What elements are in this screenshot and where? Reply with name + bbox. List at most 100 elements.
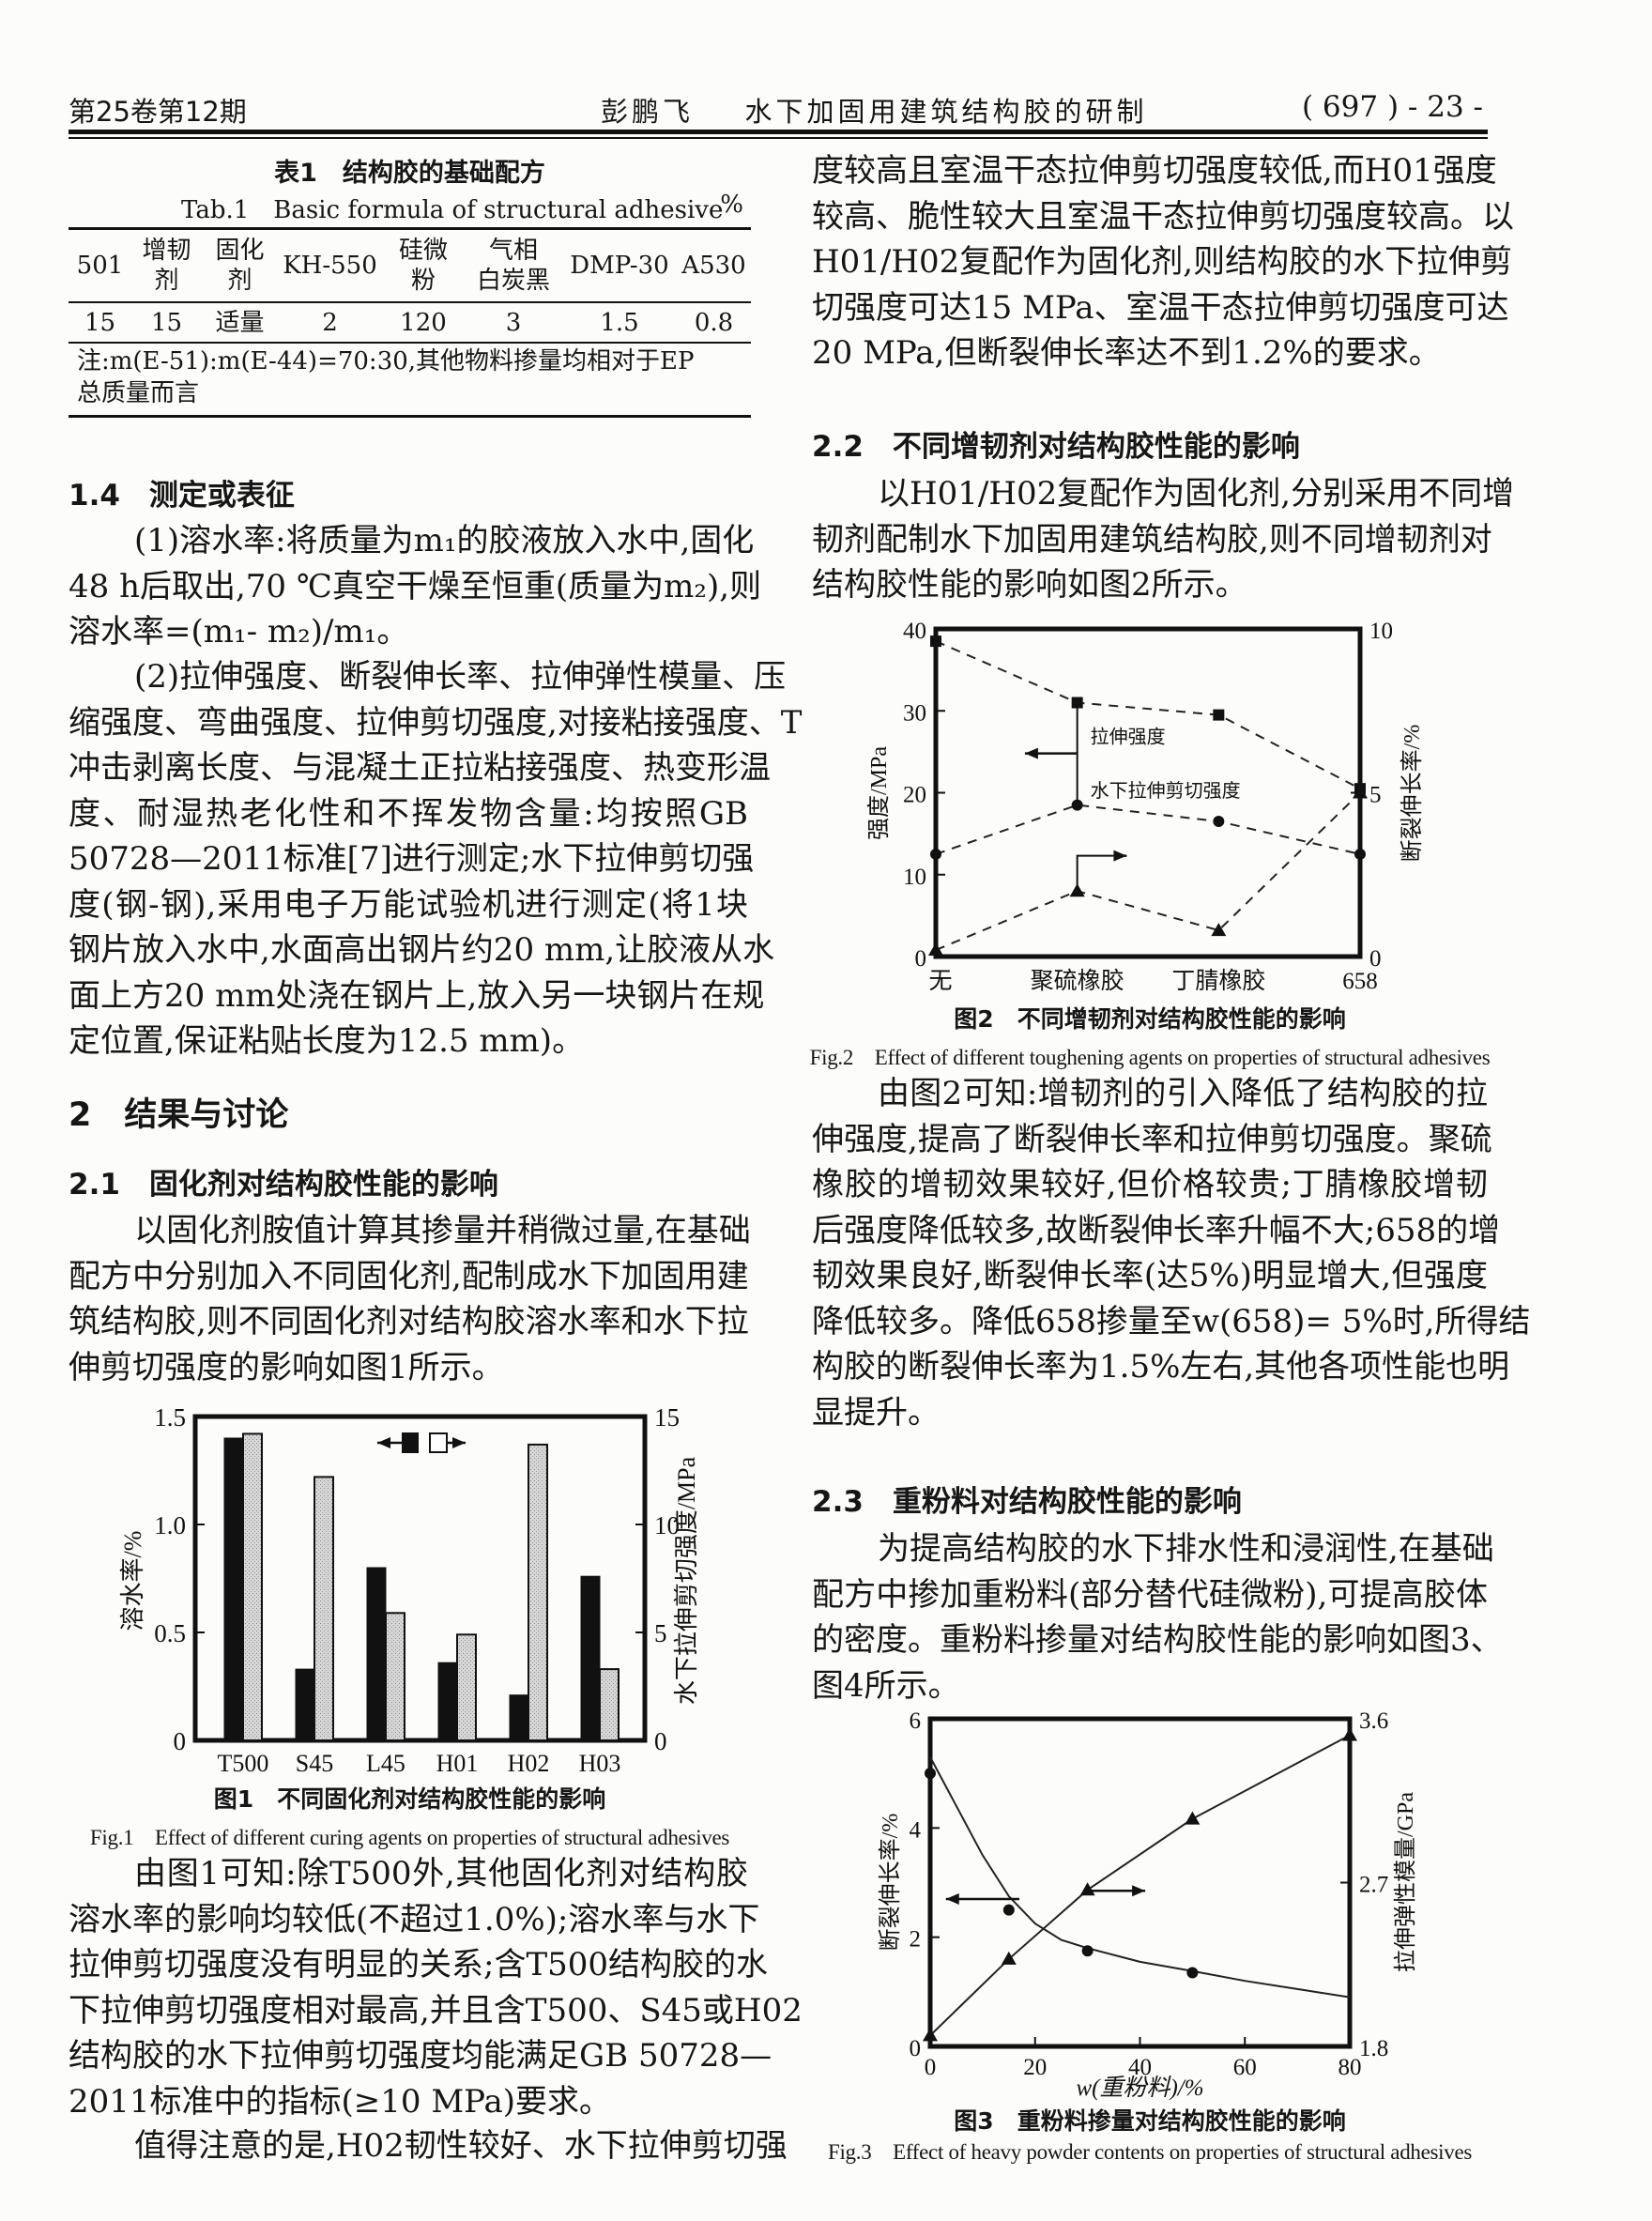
section-heading-2-2: 2.2 不同增韧剂对结构胶性能的影响	[812, 430, 1300, 464]
fig3-x-label: w(重粉料)/%	[1076, 2075, 1203, 2101]
fig3-x-tick-label: 40	[1128, 2055, 1152, 2080]
figure-3-caption-en: Fig.3 Effect of heavy powder contents on…	[827, 2140, 1473, 2164]
text-line: 筑结构胶,则不同固化剂对结构胶溶水率和水下拉	[69, 1303, 749, 1340]
text-line: (1)溶水率:将质量为m₁的胶液放入水中,固化	[134, 522, 755, 559]
text-line: 面上方20 mm处浇在钢片上,放入另一块钢片在规	[69, 976, 765, 1015]
table-header-cell: 硅微 粉	[398, 237, 448, 295]
bar-shear-strength	[242, 1432, 263, 1742]
bar-water-solubility	[580, 1575, 601, 1741]
table-header-cell: 固化 剂	[215, 237, 265, 295]
fig3-left-tick-label: 6	[910, 1708, 922, 1734]
fig3-right-tick-label: 2.7	[1359, 1873, 1388, 1898]
table-title-en: Tab.1 Basic formula of structural adhesi…	[181, 196, 724, 224]
text-line: 由图1可知:除T500外,其他固化剂对结构胶	[134, 1855, 748, 1892]
table-cell: 3	[505, 309, 522, 337]
fig2-series-line	[935, 640, 1361, 790]
triangle-marker	[1211, 923, 1227, 937]
fig3-right-tick-label: 1.8	[1359, 2036, 1388, 2061]
section-heading-1-4: 1.4 测定或表征	[69, 479, 295, 513]
fig3-right-tick-label: 3.6	[1359, 1708, 1388, 1734]
text-line: 拉伸剪切强度没有明显的关系;含T500结构胶的水	[69, 1946, 769, 1984]
fig1-right-tick-label: 10	[654, 1511, 680, 1539]
fig2-series-line	[935, 804, 1361, 855]
text-line: 结构胶的水下拉伸剪切强度均能满足GB 50728—	[69, 2037, 772, 2075]
fig2-annotation-tensile: 拉伸强度	[1091, 726, 1166, 747]
paragraph: 值得注意的是,H02韧性较好、水下拉伸剪切强	[69, 2123, 788, 2169]
fig1-left-tick-label: 0	[174, 1727, 187, 1755]
fig1-x-tick-label: H03	[579, 1750, 621, 1777]
fig3-left-tick-label: 2	[910, 1927, 922, 1953]
fig1-y-label-left: 溶水率/%	[119, 1531, 146, 1631]
fig2-x-tick-label: 聚硫橡胶	[1031, 968, 1124, 994]
fig1-x-tick-label: H01	[436, 1750, 479, 1777]
fig3-left-tick-label: 4	[910, 1817, 922, 1843]
text-line: 48 h后取出,70 ℃真空干燥至恒重(质量为m₂),则	[69, 567, 762, 605]
fig2-right-axis-arrow-head	[1113, 850, 1127, 862]
section-heading-2: 2 结果与讨论	[69, 1096, 289, 1134]
bar-shear-strength	[456, 1633, 477, 1742]
table-header-rule	[69, 301, 751, 303]
text-line: 2011标准中的指标(≥10 MPa)要求。	[69, 2082, 612, 2121]
text-line: 值得注意的是,H02韧性较好、水下拉伸剪切强	[134, 2127, 788, 2165]
figure-1-caption-en: Fig.1 Effect of different curing agents …	[89, 1826, 730, 1849]
table-bottom-rule	[69, 415, 751, 418]
text-line: 50728—2011标准[7]进行测定;水下拉伸剪切强	[69, 840, 755, 878]
bar-shear-strength	[599, 1668, 620, 1741]
text-line: 为提高结构胶的水下排水性和浸润性,在基础	[878, 1530, 1494, 1568]
text-line: 冲击剥离长度、与混凝土正拉粘接强度、热变形温	[69, 749, 771, 787]
text-line: 橡胶的增韧效果较好,但价格较贵;丁腈橡胶增韧	[812, 1166, 1488, 1203]
fig2-right-tick-label: 0	[1369, 946, 1382, 972]
table-header-cell: A530	[681, 252, 746, 280]
table-data-row: 15 15 适量 2 120 3 1.5 0.8	[69, 306, 751, 340]
fig1-legend-left-arrow-head	[377, 1437, 390, 1448]
header-rule-thick	[69, 130, 1488, 134]
header-rule-thin	[69, 137, 1488, 139]
bar-water-solubility	[509, 1694, 529, 1741]
fig1-x-tick-label: S45	[296, 1750, 333, 1777]
text-line: 显提升。	[812, 1393, 940, 1432]
text-line: 配方中分别加入不同固化剂,配制成水下加固用建	[69, 1257, 749, 1295]
text-line: 伸强度,提高了断裂伸长率和拉伸剪切强度。聚硫	[812, 1120, 1492, 1158]
fig1-x-tick-label: L45	[366, 1750, 405, 1777]
fig3-fit-curve	[929, 1756, 1351, 1999]
square-marker	[1213, 709, 1225, 721]
text-line: 后强度降低较多,故断裂伸长率升幅不大;658的增	[812, 1211, 1501, 1249]
section-heading-2-3: 2.3 重粉料对结构胶性能的影响	[812, 1485, 1242, 1519]
triangle-marker	[1342, 1727, 1357, 1741]
table-unit: %	[720, 191, 743, 219]
table-cell: 120	[400, 309, 447, 337]
paragraph: 度较高且室温干态拉伸剪切强度较低,而H01强度 较高、脆性较大且室温干态拉伸剪切强…	[812, 148, 1514, 376]
text-line: 以固化剂胺值计算其掺量并稍微过量,在基础	[134, 1212, 751, 1249]
fig1-legend-right-arrow-head	[452, 1437, 466, 1448]
running-title: 彭鹏飞 水下加固用建筑结构胶的研制	[601, 90, 1147, 130]
fig1-frame	[192, 1414, 648, 1743]
table-cell: 2	[322, 309, 338, 337]
text-line: 20 MPa,但断裂伸长率达不到1.2%的要求。	[812, 334, 1441, 372]
circle-marker	[1213, 816, 1225, 828]
paragraph: (1)溶水率:将质量为m₁的胶液放入水中,固化 48 h后取出,70 ℃真空干燥至…	[69, 518, 762, 655]
table-cell: 0.8	[694, 309, 734, 337]
text-line: H01/H02复配作为固化剂,则结构胶的水下拉伸剪	[812, 243, 1513, 281]
fig3-x-tick-label: 60	[1233, 2055, 1257, 2080]
triangle-marker	[923, 2028, 938, 2042]
fig1-y-label-right: 水下拉伸剪切强度/MPa	[673, 1456, 700, 1705]
table-header-cell: 气相 白炭黑	[476, 237, 550, 295]
triangle-marker	[1185, 1811, 1201, 1825]
text-line: 伸剪切强度的影响如图1所示。	[69, 1348, 504, 1386]
fig2-left-tick-label: 0	[915, 946, 927, 972]
table-header-row: 501 增韧 剂固化 剂 KH-550 硅微 粉气相 白炭黑 DMP-30 A530	[69, 235, 751, 297]
text-line: 图4所示。	[812, 1666, 960, 1705]
text-line: 切强度可达15 MPa、室温干态拉伸剪切强度可达	[812, 288, 1509, 327]
figure-2-caption-en: Fig.2 Effect of different toughening age…	[809, 1046, 1491, 1069]
fig3-left-axis-arrow-head	[945, 1892, 959, 1905]
table-cell: 15	[150, 309, 183, 337]
circle-marker	[925, 1768, 936, 1780]
fig2-left-tick-label: 40	[903, 619, 926, 644]
text-line: 钢片放入水中,水面高出钢片约20 mm,让胶液从水	[69, 931, 775, 969]
text-line: 以H01/H02复配作为固化剂,分别采用不同增	[878, 475, 1515, 513]
paragraph: 为提高结构胶的水下排水性和浸润性,在基础 配方中掺加重粉料(部分替代硅微粉),可提…	[812, 1526, 1503, 1708]
fig3-x-tick-label: 80	[1338, 2055, 1362, 2080]
figure-1-caption: 图1 不同固化剂对结构胶性能的影响	[213, 1785, 606, 1813]
bar-water-solubility	[437, 1662, 458, 1741]
fig1-legend-black-square	[402, 1432, 419, 1453]
